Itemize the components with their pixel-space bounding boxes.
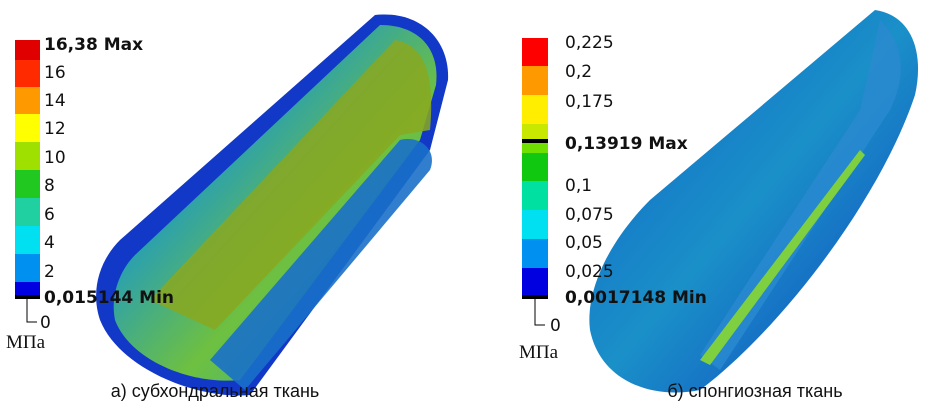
legend-label: 0,225 [565, 33, 614, 53]
legend-label: 12 [44, 119, 66, 139]
legend-label: 0 [550, 316, 561, 336]
legend-label: 0,075 [565, 205, 614, 225]
legend-label: 0,015144 Min [44, 288, 174, 308]
legend-left: 16,38 Max 16 14 12 10 8 6 4 2 0,015144 M… [6, 35, 174, 353]
legend-label: 0,2 [565, 62, 592, 82]
unit: МПа [6, 332, 46, 353]
legend-label: 4 [44, 233, 55, 253]
legend-label: 10 [44, 148, 66, 168]
figure: 16,38 Max 16 14 12 10 8 6 4 2 0,015144 M… [0, 0, 925, 414]
legend-label: 0,0017148 Min [565, 288, 707, 308]
unit: МПа [519, 342, 559, 363]
legend-label: 6 [44, 205, 55, 225]
legend-label: 8 [44, 176, 55, 196]
legend-label: 0,175 [565, 92, 614, 112]
legend-label: 0,1 [565, 176, 592, 196]
legend-label: 16,38 Max [44, 35, 143, 55]
specimen-right [589, 10, 918, 393]
legend-label: 14 [44, 91, 66, 111]
caption: б) спонгиозная ткань [667, 381, 842, 401]
legend-label: 0 [40, 313, 51, 333]
legend-label: 16 [44, 63, 66, 83]
legend-label: 0,05 [565, 233, 603, 253]
specimen-left [96, 14, 448, 395]
caption: а) субхондральная ткань [111, 381, 320, 401]
legend-label: 0,13919 Max [565, 134, 688, 154]
legend-label: 0,025 [565, 262, 614, 282]
legend-label: 2 [44, 262, 55, 282]
